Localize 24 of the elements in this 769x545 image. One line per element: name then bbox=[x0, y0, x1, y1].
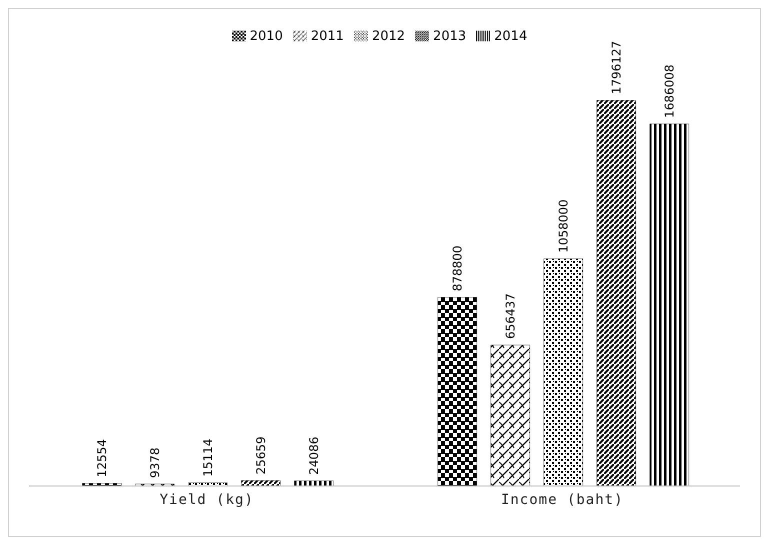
legend-label: 2013 bbox=[433, 29, 466, 44]
bar bbox=[241, 480, 280, 486]
data-label: 1796127 bbox=[609, 40, 624, 94]
data-label: 24086 bbox=[306, 436, 321, 475]
legend-label: 2010 bbox=[250, 29, 283, 44]
data-label: 9378 bbox=[148, 447, 162, 478]
legend-label: 2011 bbox=[310, 29, 344, 44]
legend-label: 2012 bbox=[372, 29, 406, 44]
data-label: 878800 bbox=[450, 245, 464, 292]
bar bbox=[544, 258, 583, 486]
bar bbox=[650, 124, 689, 486]
x-tick-label: Yield (kg) bbox=[160, 492, 254, 508]
data-label: 25659 bbox=[254, 436, 268, 474]
bar bbox=[596, 100, 636, 486]
data-label: 1686008 bbox=[662, 64, 676, 118]
data-label: 12554 bbox=[94, 439, 109, 478]
bar bbox=[438, 297, 477, 486]
data-label: 15114 bbox=[200, 438, 215, 477]
bar bbox=[490, 344, 530, 486]
data-label: 1058000 bbox=[556, 199, 570, 253]
data-label: 656437 bbox=[503, 293, 518, 340]
legend-label: 2014 bbox=[494, 29, 528, 44]
x-tick-label: Income (baht) bbox=[500, 492, 624, 508]
bar bbox=[294, 480, 334, 486]
